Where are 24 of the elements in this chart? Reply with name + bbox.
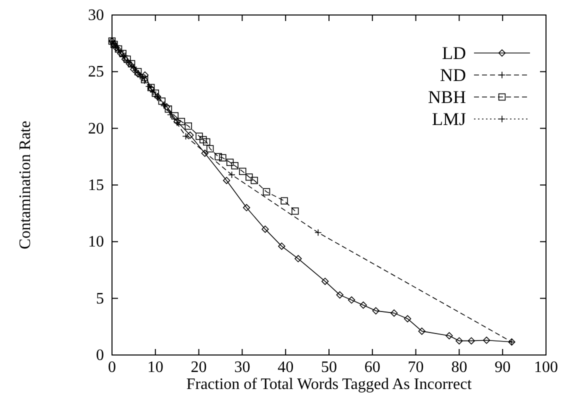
legend-label: LMJ <box>432 109 466 129</box>
x-tick-label: 90 <box>494 359 511 376</box>
y-tick-label: 15 <box>88 177 104 194</box>
y-tick-label: 20 <box>88 120 104 138</box>
x-tick-label: 70 <box>408 359 424 376</box>
legend-label: LD <box>442 43 466 63</box>
y-tick-label: 10 <box>88 234 104 251</box>
x-tick-label: 20 <box>190 359 207 376</box>
y-tick-label: 30 <box>88 7 104 24</box>
x-tick-label: 60 <box>364 359 380 376</box>
x-tick-label: 0 <box>108 359 116 376</box>
x-tick-label: 40 <box>278 359 294 376</box>
x-tick-label: 100 <box>534 359 558 376</box>
legend-label: NBH <box>428 87 466 107</box>
legend-label: ND <box>440 65 466 85</box>
x-axis-title: Fraction of Total Words Tagged As Incorrect <box>186 376 472 393</box>
y-tick-label: 25 <box>88 64 104 81</box>
x-tick-label: 50 <box>321 359 337 376</box>
x-tick-label: 80 <box>451 359 468 376</box>
y-axis-title: Contamination Rate <box>17 120 34 250</box>
y-tick-label: 0 <box>96 347 104 364</box>
y-tick-label: 5 <box>96 290 104 308</box>
x-tick-label: 10 <box>147 359 164 376</box>
x-tick-label: 30 <box>234 359 250 376</box>
